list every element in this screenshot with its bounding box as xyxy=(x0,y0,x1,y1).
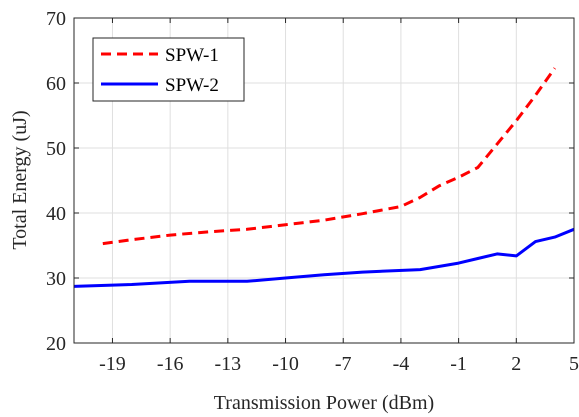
series-lines xyxy=(73,67,575,288)
x-tick-label: 5 xyxy=(569,353,579,375)
y-axis-label: Total Energy (uJ) xyxy=(9,110,31,249)
y-tick-label: 30 xyxy=(46,268,66,290)
x-tick-label: -10 xyxy=(272,353,299,375)
x-axis-label: Transmission Power (dBm) xyxy=(214,392,434,414)
legend: SPW-1 SPW-2 xyxy=(92,37,245,102)
y-tick-label: 40 xyxy=(46,203,66,225)
x-tick-label: -16 xyxy=(157,353,184,375)
x-tick-label: -13 xyxy=(215,353,242,375)
x-tick-label: -19 xyxy=(99,353,126,375)
y-tick-label: 50 xyxy=(46,138,66,160)
y-tick-label: 70 xyxy=(46,8,66,30)
axis-ticks: -19 -16 -13 -10 -7 -4 -1 2 5 20 30 40 50 60 70 xyxy=(46,8,579,375)
y-tick-label: 20 xyxy=(46,333,66,355)
x-tick-label: 2 xyxy=(511,353,521,375)
legend-label-spw-2: SPW-2 xyxy=(165,75,219,96)
x-tick-label: -4 xyxy=(393,353,410,375)
x-tick-label: -7 xyxy=(335,353,352,375)
x-tick-label: -1 xyxy=(450,353,467,375)
legend-box xyxy=(92,37,245,102)
series-line-spw-2 xyxy=(73,227,575,288)
y-tick-label: 60 xyxy=(46,73,66,95)
legend-label-spw-1: SPW-1 xyxy=(165,45,219,66)
plot-frame xyxy=(73,17,575,344)
grid-lines xyxy=(74,17,575,344)
